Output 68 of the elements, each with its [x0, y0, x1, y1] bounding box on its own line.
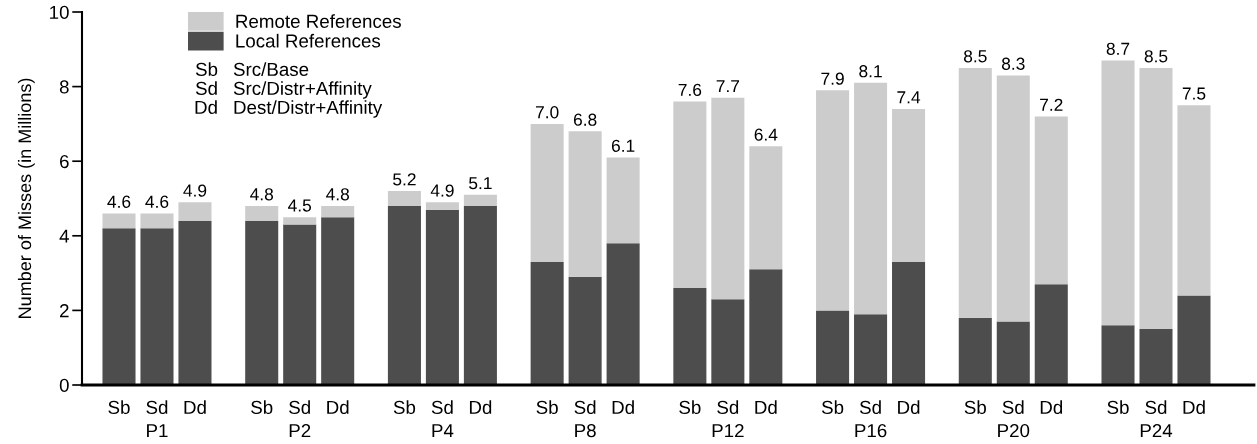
x-tick-label: Sb	[536, 400, 558, 415]
x-tick-label: Sd	[574, 400, 596, 415]
total-label: 7.5	[1182, 87, 1206, 100]
x-tick-label: Sb	[251, 400, 273, 415]
text: P2	[289, 423, 311, 438]
legend-label: Remote References	[236, 14, 401, 28]
x-tick-label: Dd	[1040, 400, 1063, 415]
x-tick-label: Sb	[1107, 400, 1129, 415]
total-label: 6.8	[573, 113, 597, 126]
y-tick-label: 4	[59, 229, 69, 243]
total-label: 4.5	[288, 199, 312, 212]
x-tick-label: Sd	[289, 400, 310, 415]
x-tick-label: Dd	[755, 400, 777, 415]
total-label: 4.9	[430, 184, 454, 197]
total-label: 5.2	[393, 173, 416, 186]
x-tick-label: Sd	[1145, 400, 1167, 415]
x-tick-label: Sb	[821, 400, 844, 415]
y-tick-label: 2	[60, 304, 69, 318]
x-tick-label: Sb	[679, 400, 701, 415]
text: P20	[998, 423, 1030, 438]
y-axis-title: Number of Misses (in Millions)	[17, 78, 35, 318]
text: P8	[575, 423, 596, 438]
text: P24	[1140, 423, 1173, 438]
total-label: 8.3	[1001, 57, 1025, 70]
total-label: 5.1	[469, 177, 492, 190]
text: P4	[432, 424, 454, 438]
total-label: 6.1	[611, 139, 635, 152]
x-tick-label: Sb	[964, 400, 986, 415]
annotation: Dd Dest/Distr+Affinity	[195, 100, 383, 118]
x-tick-label: Sd	[146, 400, 168, 415]
x-tick-label: Sd	[431, 400, 453, 415]
y-tick-label: 8	[59, 80, 69, 94]
x-tick-label: Sb	[108, 400, 130, 415]
x-tick-label: Dd	[184, 400, 206, 415]
total-label: 8.7	[1106, 42, 1130, 55]
text: P1	[147, 424, 168, 438]
x-tick-label: Dd	[898, 400, 920, 415]
total-label: 6.4	[754, 128, 778, 141]
total-label: 8.5	[1144, 50, 1168, 63]
y-tick-label: 0	[59, 378, 69, 392]
x-tick-label: Sd	[859, 400, 881, 415]
annotation: Sb Src/Base	[195, 62, 309, 77]
total-label: 7.7	[716, 80, 740, 93]
total-label: 4.9	[183, 184, 207, 197]
x-tick-label: Dd	[327, 400, 349, 415]
x-tick-label: Sd	[1002, 400, 1024, 415]
text: P12	[712, 423, 744, 438]
total-label: 7.6	[678, 83, 702, 97]
text: P16	[855, 423, 887, 438]
total-label: 7.9	[821, 72, 844, 85]
x-tick-label: Dd	[612, 400, 634, 415]
total-label: 4.8	[326, 188, 349, 201]
x-tick-label: Dd	[469, 400, 492, 415]
legend-label: Local References	[236, 33, 381, 48]
x-tick-label: Dd	[1183, 400, 1205, 415]
total-label: 4.6	[145, 195, 169, 208]
total-label: 4.6	[107, 195, 131, 208]
total-label: 4.8	[250, 188, 274, 201]
x-tick-label: Sd	[717, 400, 739, 415]
y-tick-label: 10	[50, 5, 69, 19]
total-label: 7.4	[897, 91, 921, 104]
total-label: 7.2	[1040, 98, 1063, 111]
total-label: 7.0	[535, 106, 559, 119]
total-label: 8.1	[859, 65, 882, 78]
total-label: 8.5	[963, 50, 987, 63]
x-tick-label: Sb	[393, 400, 416, 415]
y-tick-label: 6	[60, 154, 69, 169]
annotation: Sd Src/Distr+Affinity	[195, 81, 372, 99]
